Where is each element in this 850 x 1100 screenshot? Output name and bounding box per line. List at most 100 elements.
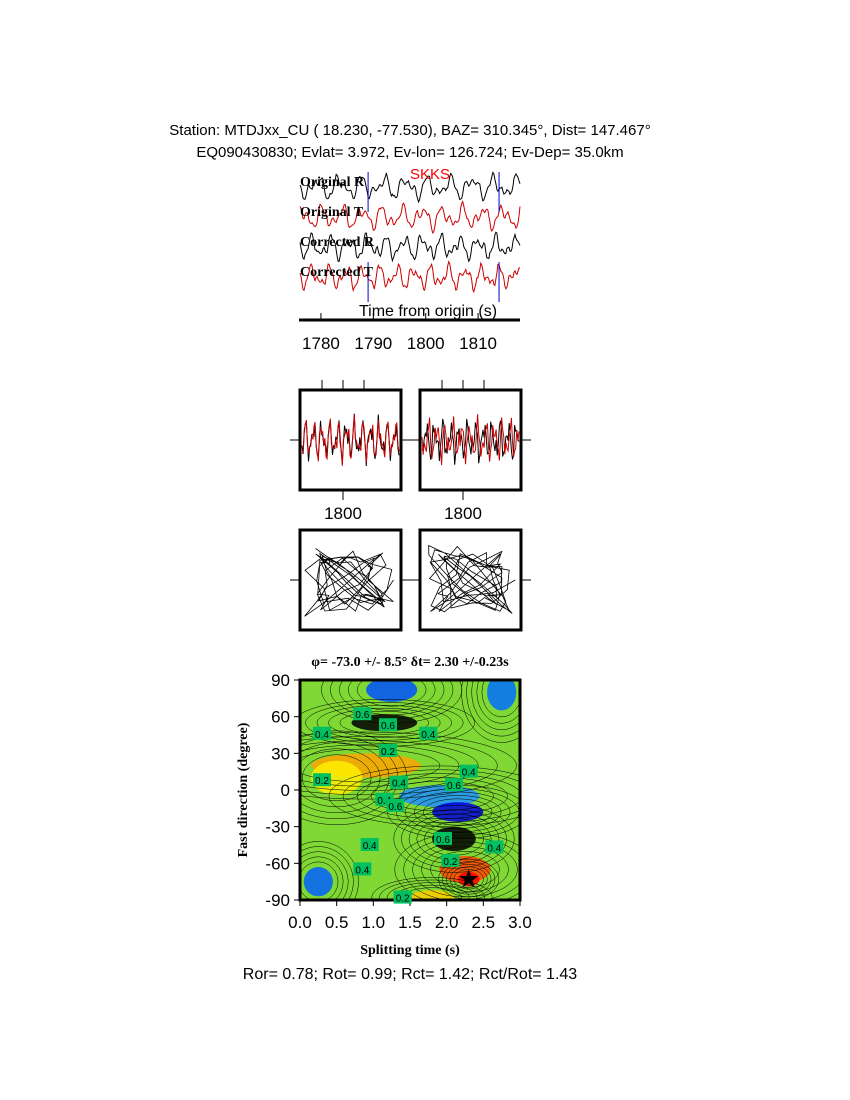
header-event-line: EQ090430830; Evlat= 3.972, Ev-lon= 126.7…: [196, 144, 623, 161]
grid-ytick-label-4: -30: [265, 818, 290, 837]
contour-label-bg-6: [390, 775, 408, 789]
contour-label-bg-2: [379, 718, 397, 732]
grid-ytick-label-2: 30: [271, 744, 290, 763]
contour-label-bg-15: [353, 862, 372, 876]
contour-5-2: [413, 795, 502, 829]
contour-label-14: 0.4: [487, 843, 501, 854]
contour-label-bg-1: [353, 707, 372, 721]
contour-label-7: 0.4: [462, 768, 476, 779]
contour-label-11: 0.4: [363, 841, 377, 852]
heat-blob-10: [410, 890, 454, 900]
contour-label-8: 0.6: [447, 781, 461, 792]
contour-label-1: 0.6: [355, 710, 369, 721]
contour-label-bg-10: [386, 798, 405, 812]
contour-11-1: [481, 680, 520, 718]
particle-motion-before: [290, 528, 411, 632]
particle-motion-after: [410, 528, 531, 632]
contour-4-3: [356, 773, 520, 819]
contour-3-3: [300, 742, 390, 814]
time-tick-label-0: 1780: [302, 334, 340, 353]
grid-ytick-label-3: 0: [281, 781, 290, 800]
contour-label-9: 0.4: [377, 796, 391, 807]
contour-7-3: [412, 841, 518, 898]
contour-label-bg-11: [360, 838, 379, 851]
contour-10-4: [379, 879, 485, 900]
contour-11-2: [476, 680, 520, 724]
grid-xtick-label-0: 0.0: [288, 913, 312, 932]
contour-4-4: [342, 769, 520, 823]
grid-ylabel: Fast direction (degree): [236, 722, 251, 857]
window-markers: [367, 172, 500, 302]
energy-grid-panel: φ= -73.0 +/- 8.5° δt= 2.30 +/-0.23s 0.0 0…: [236, 655, 532, 958]
contour-label-10: 0.6: [388, 802, 402, 813]
waveform-box-after-tick: 1800: [444, 504, 482, 523]
trace-label-corrected-t: Corrected T: [300, 265, 374, 280]
contour-8-4: [442, 861, 496, 898]
contour-label-13: 0.2: [443, 857, 457, 868]
contour-label-bg-14: [485, 840, 504, 854]
contour-1-2: [328, 708, 441, 738]
time-tick-label-1: 1790: [354, 334, 392, 353]
trace-corrected-r: [299, 231, 521, 263]
grid-ytick-label-5: -60: [265, 854, 290, 873]
contour-2-3: [300, 740, 479, 791]
contour-4-2: [370, 777, 508, 816]
contour-label-2: 0.6: [381, 721, 395, 732]
time-tick-label-2: 1800: [407, 334, 445, 353]
contour-label-15: 0.4: [355, 865, 369, 876]
contour-6-5: [393, 805, 515, 873]
heat-blob-11: [487, 680, 517, 711]
contour-1-1: [339, 710, 429, 735]
heat-blob-9: [303, 867, 333, 897]
contour-11-5: [461, 680, 520, 743]
trace-label-original-t: Original T: [300, 205, 364, 220]
best-fit-star-mark: [459, 869, 479, 888]
contour-label-0: 0.4: [315, 730, 329, 741]
contour-9-2: [300, 856, 344, 900]
grid-xtick-label-4: 2.0: [435, 913, 459, 932]
time-axis-label: Time from origin (s): [359, 303, 497, 320]
trace-original-r: [299, 171, 521, 204]
contour-8-3: [445, 863, 492, 895]
waveform-box-after: [410, 380, 531, 500]
grid-ytick-label-6: -90: [265, 891, 290, 910]
contour-7-4: [403, 836, 520, 900]
contour-9-1: [300, 861, 339, 900]
pm-trajectory: [428, 544, 516, 614]
waveform-compare-panels: 1800 1800: [290, 380, 531, 523]
contour-1-3: [316, 705, 452, 741]
contour-label-bg-8: [445, 778, 463, 792]
header-station-line: Station: MTDJxx_CU ( 18.230, -77.530), B…: [169, 122, 650, 139]
contour-9-3: [300, 851, 349, 900]
contour-label-bg-7: [459, 764, 478, 778]
contour-8-2: [449, 866, 488, 892]
seismogram-panel: SKKS Original R Original T Corrected R C…: [299, 166, 521, 353]
waveform-box-before: [290, 380, 411, 500]
box-trace-t: [421, 414, 520, 466]
contour-2-2: [300, 744, 460, 787]
time-axis-ticks: 1780 1790 1800 1810: [302, 313, 497, 353]
contour-label-16: 0.2: [396, 894, 410, 905]
contour-label-6: 0.4: [392, 779, 406, 790]
contour-4-5: [328, 765, 520, 827]
grid-ytick-label-0: 90: [271, 671, 290, 690]
contour-6-4: [401, 809, 507, 869]
contour-label-3: 0.4: [421, 730, 435, 741]
contour-9-5: [300, 841, 359, 900]
contour-10-5: [371, 877, 493, 900]
contour-label-bg-16: [393, 890, 412, 904]
contour-label-bg-3: [419, 726, 438, 740]
heat-blob-0: [366, 680, 418, 702]
waveform-box-before-tick: 1800: [324, 504, 362, 523]
box-trace-t: [301, 414, 400, 466]
contour-labels: 0.40.60.60.40.20.2 0.40.40.60.40.60.40.60…: [313, 707, 504, 905]
contour-label-bg-4: [379, 743, 397, 757]
grid-heatmap: [300, 680, 520, 900]
seismogram-traces: [299, 171, 521, 294]
contour-11-4: [466, 680, 520, 737]
trace-original-t: [299, 200, 521, 234]
trace-label-original-r: Original R: [300, 175, 365, 190]
contour-label-bg-12: [434, 831, 452, 845]
particle-motion-panels: [290, 528, 531, 632]
